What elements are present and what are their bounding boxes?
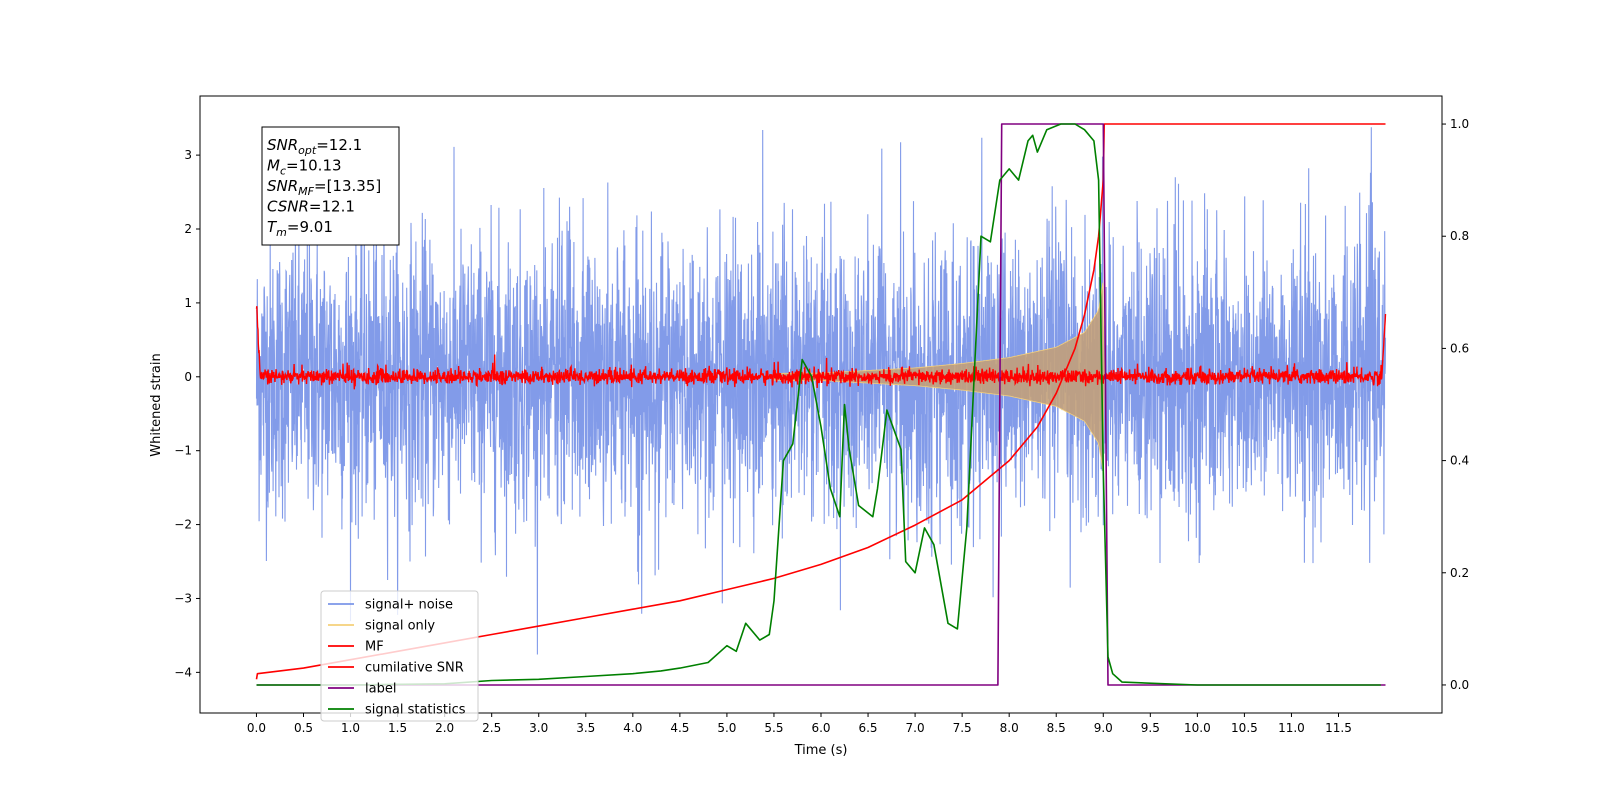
x-tick-label: 6.0: [811, 721, 830, 735]
y-tick-label: −3: [174, 591, 192, 605]
annotation-value: =12.1: [309, 198, 355, 216]
annotation-value: =12.1: [316, 136, 362, 154]
y-axis-label: Whitened strain: [149, 353, 164, 456]
x-tick-label: 9.5: [1141, 721, 1160, 735]
annotation-line: Tm=9.01: [267, 218, 333, 239]
x-tick-label: 4.5: [670, 721, 689, 735]
y2-tick-label: 0.4: [1450, 454, 1469, 468]
x-axis-label: Time (s): [794, 743, 848, 758]
annotation-line: SNRMF=[13.35]: [267, 177, 381, 198]
legend-frame: [320, 590, 479, 722]
x-tick-label: 8.0: [1000, 721, 1019, 735]
series-mf-line: [255, 306, 1387, 390]
y2-tick-label: 0.6: [1450, 341, 1469, 355]
series-label-line: [256, 123, 1386, 686]
x-tick-label: 7.0: [906, 721, 925, 735]
y-tick-label: −2: [174, 518, 192, 532]
annotation-symbol: SNR: [267, 136, 298, 154]
annotation-frame: [261, 126, 400, 246]
x-tick-label: 3.5: [576, 721, 595, 735]
y2-tick-label: 1.0: [1450, 117, 1469, 131]
x-tick-label: 10.5: [1231, 721, 1258, 735]
legend-label-cumilative-snr: cumilative SNR: [365, 661, 464, 676]
annotation-line: Mc=10.13: [267, 157, 342, 178]
annotation-subscript: opt: [298, 144, 317, 157]
legend: signal+ noise signal only MF cumilative SNR…: [320, 590, 479, 722]
x-tick-label: 4.0: [623, 721, 642, 735]
x-tick-label: 6.5: [858, 721, 877, 735]
x-tick-label: 11.5: [1325, 721, 1352, 735]
x-tick-label: 5.0: [717, 721, 736, 735]
x-tick-label: 8.5: [1047, 721, 1066, 735]
annotation-symbol: SNR: [267, 177, 298, 195]
x-tick-label: 2.5: [482, 721, 501, 735]
legend-label-signal-noise: signal+ noise: [365, 598, 453, 613]
y2-tick-label: 0.0: [1450, 678, 1469, 692]
annotation-subscript: MF: [298, 185, 314, 198]
annotation-value: =9.01: [287, 218, 333, 236]
annotation-symbol: CSNR: [267, 198, 309, 216]
y2-tick-label: 0.2: [1450, 566, 1469, 580]
x-tick-label: 3.0: [529, 721, 548, 735]
y-tick-label: −4: [174, 665, 192, 679]
y-tick-label: 0: [184, 370, 192, 384]
x-axis: 0.0 0.5 1.0 1.5 2.0 2.5 3.0 3.5 4.0 4.5 5.0 5.5 6.0 6…: [247, 713, 1352, 735]
x-tick-label: 1.0: [341, 721, 360, 735]
x-tick-label: 0.0: [247, 721, 266, 735]
legend-label-signal-only: signal only: [365, 619, 435, 634]
y2-tick-label: 0.8: [1450, 229, 1469, 243]
series-signal-noise-line: [255, 127, 1387, 655]
annotation-line: CSNR=12.1: [267, 198, 355, 216]
x-tick-label: 11.0: [1278, 721, 1305, 735]
legend-label-label: label: [365, 682, 396, 697]
annotation-subscript: c: [280, 165, 286, 178]
plot-area: [255, 123, 1387, 686]
annotation-line: SNRopt=12.1: [267, 136, 362, 157]
x-tick-label: 0.5: [294, 721, 313, 735]
y-tick-label: 3: [184, 148, 192, 162]
x-tick-label: 9.0: [1094, 721, 1113, 735]
annotation-box: SNRopt=12.1Mc=10.13SNRMF=[13.35]CSNR=12.…: [261, 126, 400, 246]
legend-label-signal-statistics: signal statistics: [365, 703, 466, 718]
annotation-value: =[13.35]: [314, 177, 381, 195]
x-tick-label: 1.5: [388, 721, 407, 735]
y-tick-label: −1: [174, 444, 192, 458]
annotation-value: =10.13: [286, 157, 342, 175]
y-tick-label: 1: [184, 296, 192, 310]
annotation-symbol: M: [267, 157, 280, 175]
x-tick-label: 7.5: [953, 721, 972, 735]
series-signal-statistics-line: [256, 123, 1381, 686]
annotation-subscript: m: [276, 226, 287, 239]
x-tick-label: 2.0: [435, 721, 454, 735]
y-axis-right: 0.0 0.2 0.4 0.6 0.8 1.0: [1442, 117, 1469, 692]
x-tick-label: 10.0: [1184, 721, 1211, 735]
x-tick-label: 5.5: [764, 721, 783, 735]
annotation-symbol: T: [267, 218, 278, 236]
legend-label-mf: MF: [365, 640, 384, 655]
y-axis-left: −4 −3 −2 −1 0 1 2 3: [174, 148, 200, 679]
y-tick-label: 2: [184, 222, 192, 236]
